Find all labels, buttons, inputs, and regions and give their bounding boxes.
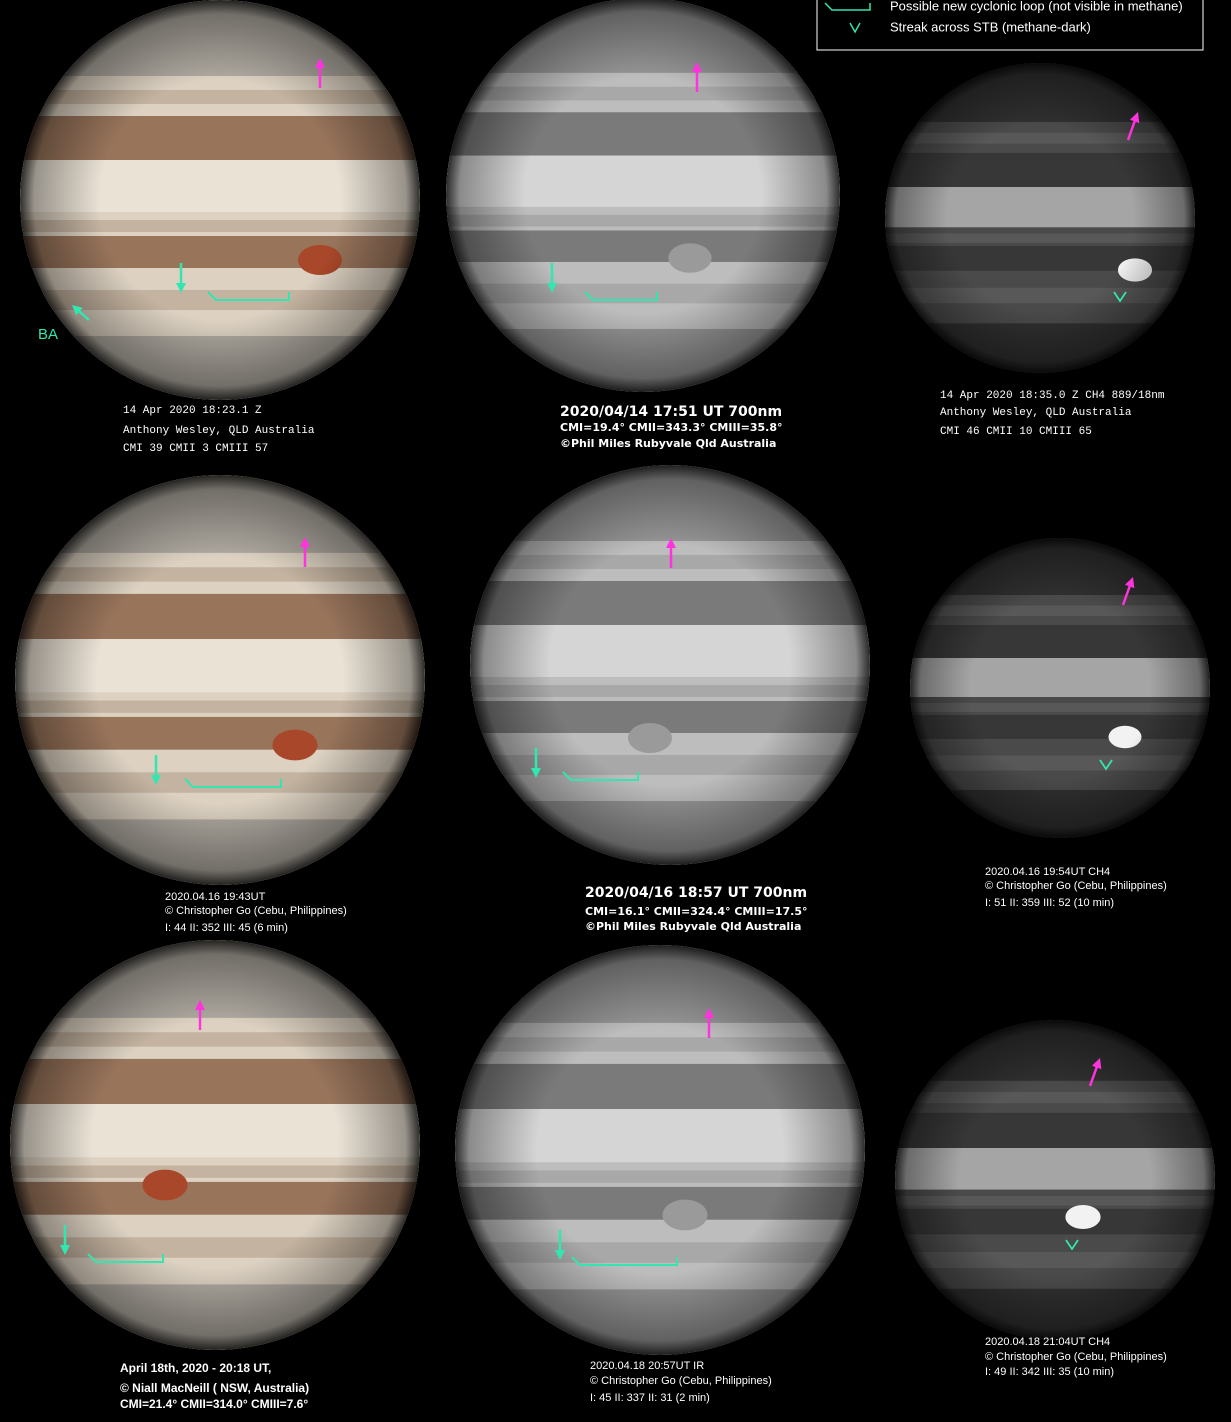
limb-darkening	[910, 538, 1210, 838]
magenta-arrow-head	[300, 537, 310, 547]
legend-bracket-icon	[824, 2, 871, 11]
caption-line: Anthony Wesley, QLD Australia	[123, 425, 315, 437]
caption-line: I: 45 II: 337 II: 31 (2 min)	[590, 1392, 710, 1404]
limb-darkening	[446, 0, 840, 392]
caption-line: CMI=19.4° CMII=343.3° CMIII=35.8°	[560, 421, 783, 434]
cyan-arrow-head	[555, 1250, 565, 1260]
cyan-arrow-head	[176, 283, 186, 293]
magenta-arrow-head	[315, 58, 325, 68]
limb-darkening	[885, 63, 1195, 373]
legend-box	[816, 0, 1204, 51]
magenta-arrow-head	[1124, 577, 1135, 589]
streak-marker	[1065, 1239, 1079, 1251]
caption-line: 2020/04/16 18:57 UT 700nm	[585, 885, 807, 901]
caption-line: CMI 39 CMII 3 CMIII 57	[123, 443, 268, 455]
cyan-arrow-head	[60, 1245, 70, 1255]
loop-bracket	[184, 778, 282, 788]
legend: Possible new cyclonic loop (not visible …	[816, 0, 1204, 51]
cyan-arrow-head	[151, 775, 161, 785]
planet-disc	[470, 465, 870, 865]
magenta-arrow-head	[666, 538, 676, 548]
caption-line: 2020.04.16 19:43UT	[165, 891, 266, 903]
loop-bracket	[562, 771, 639, 781]
feature-label: BA	[38, 326, 58, 343]
caption-line: 14 Apr 2020 18:23.1 Z	[123, 405, 262, 417]
loop-bracket	[87, 1253, 164, 1263]
caption-line: I: 44 II: 352 III: 45 (6 min)	[165, 922, 288, 934]
caption-line: 14 Apr 2020 18:35.0 Z CH4 889/18nm	[940, 390, 1165, 402]
jupiter-panel: 2020/04/16 18:57 UT 700nm CMI=16.1° CMII=…	[470, 465, 870, 933]
caption-line: © Christopher Go (Cebu, Philippines)	[985, 880, 1167, 892]
cyan-arrow-head	[531, 768, 541, 778]
loop-bracket	[571, 1256, 678, 1266]
caption-line: © Christopher Go (Cebu, Philippines)	[985, 1351, 1167, 1363]
planet-disc	[446, 0, 840, 392]
limb-darkening	[455, 945, 865, 1355]
legend-label: Streak across STB (methane-dark)	[890, 19, 1091, 34]
magenta-arrow-head	[1091, 1058, 1102, 1070]
limb-darkening	[15, 475, 425, 885]
planet-disc	[10, 940, 420, 1350]
caption-line: April 18th, 2020 - 20:18 UT,	[120, 1361, 271, 1375]
jupiter-panel: 2020.04.18 20:57UT IR © Christopher Go (C…	[455, 945, 865, 1404]
caption-line: ©Phil Miles Rubyvale Qld Australia	[585, 920, 801, 933]
planet-disc	[20, 0, 420, 400]
planet-disc	[895, 1020, 1215, 1340]
caption-line: CMI=21.4° CMII=314.0° CMIII=7.6°	[120, 1397, 308, 1411]
caption-line: I: 49 II: 342 III: 35 (10 min)	[985, 1366, 1114, 1378]
loop-bracket	[207, 291, 290, 301]
streak-marker	[1099, 759, 1113, 771]
caption-line: © Christopher Go (Cebu, Philippines)	[165, 905, 347, 917]
caption-line: ©Phil Miles Rubyvale Qld Australia	[560, 437, 776, 450]
jupiter-panel: 2020.04.16 19:54UT CH4 © Christopher Go (…	[910, 538, 1210, 909]
magenta-arrow-head	[704, 1008, 714, 1018]
planet-disc	[455, 945, 865, 1355]
caption-line: CMI 46 CMII 10 CMIII 65	[940, 426, 1092, 438]
cyan-arrow-head	[547, 283, 557, 293]
limb-darkening	[470, 465, 870, 865]
caption-line: 2020.04.16 19:54UT CH4	[985, 866, 1110, 878]
caption-line: CMI=16.1° CMII=324.4° CMIII=17.5°	[585, 905, 808, 918]
magenta-arrow-head	[195, 1000, 205, 1010]
magenta-arrow-head	[692, 62, 702, 72]
caption-line: 2020.04.18 20:57UT IR	[590, 1360, 704, 1372]
legend-v-icon	[849, 22, 861, 34]
planet-disc	[885, 63, 1195, 373]
legend-label: Possible new cyclonic loop (not visible …	[890, 0, 1183, 13]
planet-disc	[15, 475, 425, 885]
caption-line: Anthony Wesley, QLD Australia	[940, 407, 1132, 419]
caption-line: © Niall MacNeill ( NSW, Australia)	[120, 1381, 309, 1395]
limb-darkening	[895, 1020, 1215, 1340]
magenta-arrow-head	[1129, 112, 1140, 124]
streak-marker	[1113, 291, 1127, 303]
caption-line: 2020/04/14 17:51 UT 700nm	[560, 404, 782, 420]
ba-arrow-head	[72, 305, 83, 316]
caption-line: © Christopher Go (Cebu, Philippines)	[590, 1375, 772, 1387]
limb-darkening	[10, 940, 420, 1350]
jupiter-panel: 2020.04.16 19:43UT © Christopher Go (Cebu…	[15, 475, 425, 934]
caption-line: 2020.04.18 21:04UT CH4	[985, 1336, 1110, 1348]
caption-line: I: 51 II: 359 III: 52 (10 min)	[985, 897, 1114, 909]
planet-disc	[910, 538, 1210, 838]
loop-bracket	[584, 291, 658, 301]
limb-darkening	[20, 0, 420, 400]
